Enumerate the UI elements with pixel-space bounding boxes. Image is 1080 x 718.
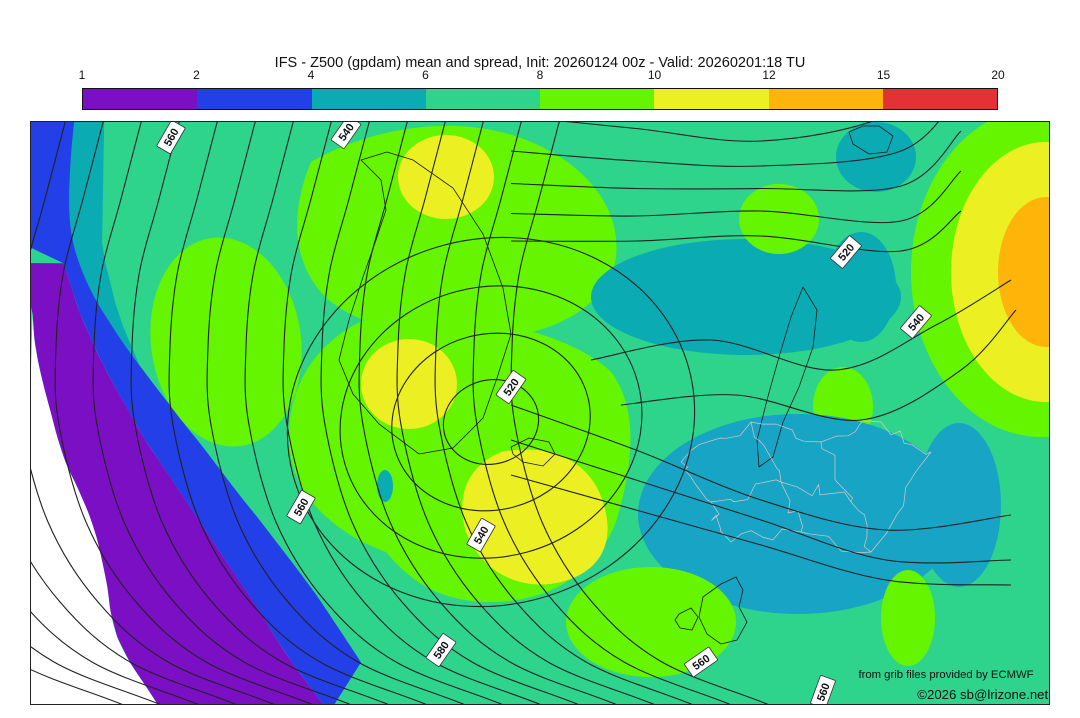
svg-text:©2026 sb@lrizone.net: ©2026 sb@lrizone.net: [917, 687, 1048, 702]
svg-text:from grib files provided by EC: from grib files provided by ECMWF: [858, 669, 1033, 681]
